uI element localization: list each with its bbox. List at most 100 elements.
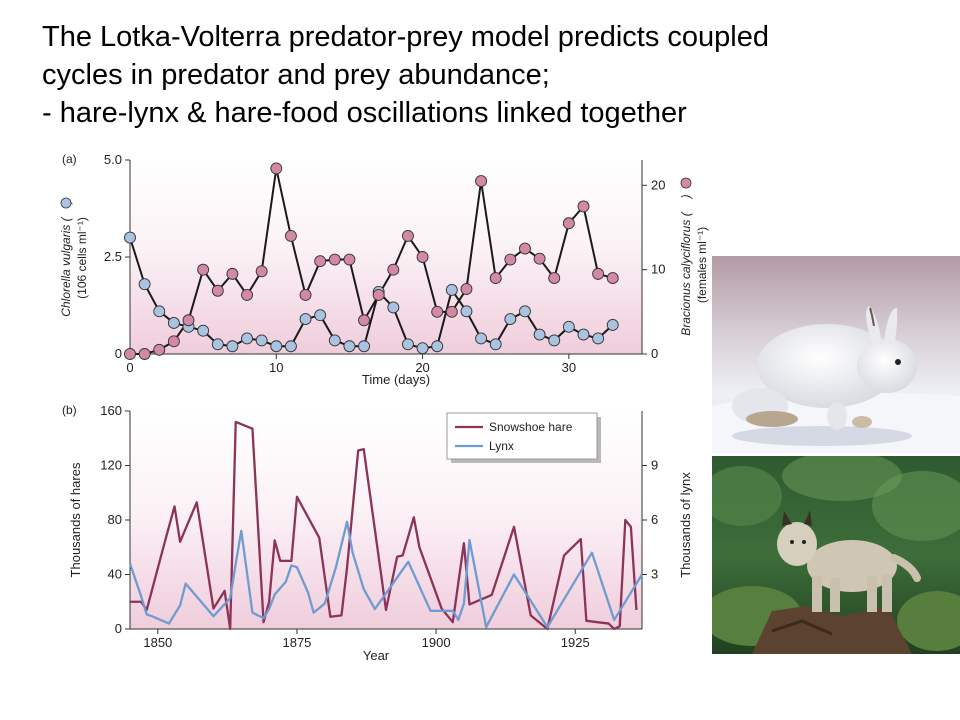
panel-b-x-tick-label: 1875 bbox=[282, 635, 311, 650]
chlorella-point bbox=[475, 332, 488, 345]
bracionus-point bbox=[401, 229, 414, 242]
panel-a-xlabel: Time (days) bbox=[362, 372, 430, 387]
panel-a-x-tick-label: 30 bbox=[562, 360, 576, 375]
chlorella-point bbox=[504, 313, 517, 326]
panel-a-background bbox=[130, 160, 642, 354]
panel-b-x-tick-label: 1925 bbox=[561, 635, 590, 650]
chlorella-point bbox=[314, 309, 327, 322]
chlorella-label-start: Chlorella vulgaris ( bbox=[59, 215, 73, 316]
chlorella-point bbox=[592, 332, 605, 345]
bracionus-point bbox=[387, 263, 400, 276]
chlorella-point bbox=[226, 340, 239, 353]
bracionus-point bbox=[548, 272, 561, 285]
panel-a: (a) 0 10 20 30 0 2.5 5.0 0 10 20 Time (days) Chlo… bbox=[59, 152, 709, 387]
bracionus-point bbox=[562, 217, 575, 230]
chlorella-point bbox=[211, 338, 224, 351]
panel-b-right-tick-label: 6 bbox=[651, 512, 658, 527]
bracionus-units: (females ml⁻¹) bbox=[695, 227, 709, 303]
chlorella-point bbox=[533, 328, 546, 341]
bracionus-point bbox=[606, 272, 619, 285]
bracionus-point bbox=[255, 265, 268, 278]
legend-lynx-label: Lynx bbox=[489, 439, 514, 453]
bracionus-point bbox=[445, 305, 458, 318]
chlorella-point bbox=[167, 317, 180, 329]
bracionus-point bbox=[270, 162, 283, 175]
panel-a-x-tick-label: 20 bbox=[415, 360, 429, 375]
chlorella-point bbox=[197, 324, 210, 337]
svg-text:Bracionus calyciflorus (): Bracionus calyciflorus () bbox=[679, 194, 693, 335]
chlorella-point bbox=[489, 338, 502, 351]
panel-a-left-tick-label: 0 bbox=[115, 346, 122, 361]
chlorella-point bbox=[343, 340, 356, 353]
panel-a-x-tick-label: 10 bbox=[269, 360, 283, 375]
panel-b-right-ylabel: Thousands of lynx bbox=[678, 472, 693, 578]
panel-a-left-ylabel: Chlorella vulgaris () (106 cells ml⁻¹) bbox=[59, 199, 89, 316]
panel-b-x-tick-label: 1900 bbox=[422, 635, 451, 650]
bracionus-point bbox=[241, 289, 253, 301]
chlorella-point bbox=[401, 338, 414, 351]
bracionus-point bbox=[592, 267, 605, 280]
chlorella-point bbox=[577, 328, 590, 341]
legend-box bbox=[446, 412, 598, 460]
bracionus-point bbox=[124, 348, 136, 360]
panel-a-right-tick-label: 10 bbox=[651, 262, 665, 277]
bracionus-point bbox=[489, 272, 502, 285]
bracionus-label-end: ) bbox=[679, 194, 693, 200]
chlorella-point bbox=[548, 334, 561, 347]
chlorella-point bbox=[328, 334, 341, 347]
bracionus-point bbox=[504, 253, 517, 266]
lynx-illustration bbox=[712, 456, 960, 654]
chlorella-series-line bbox=[129, 237, 614, 350]
panel-b-left-tick-label: 40 bbox=[108, 567, 122, 582]
svg-text:Chlorella vulgaris (): Chlorella vulgaris () bbox=[59, 199, 73, 316]
chlorella-point bbox=[241, 332, 253, 345]
panel-a-right-tick-label: 20 bbox=[651, 177, 665, 192]
bracionus-series-line bbox=[130, 168, 614, 355]
lynx-photo bbox=[712, 456, 960, 654]
panel-a-ticks: 0 10 20 30 0 2.5 5.0 0 10 20 bbox=[104, 152, 666, 375]
chlorella-point bbox=[358, 340, 371, 353]
panel-b-left-tick-label: 120 bbox=[100, 458, 122, 473]
bracionus-point bbox=[519, 242, 531, 255]
panel-b-left-tick-label: 160 bbox=[100, 403, 122, 418]
chlorella-point bbox=[270, 340, 283, 353]
chlorella-point bbox=[255, 334, 268, 347]
snowshoe-hare-illustration bbox=[712, 256, 960, 453]
chlorella-point bbox=[153, 305, 166, 318]
bracionus-point bbox=[182, 314, 195, 327]
chlorella-point bbox=[138, 278, 151, 291]
title-line-3: - hare-lynx & hare-food oscillations lin… bbox=[42, 97, 687, 129]
chlorella-point bbox=[562, 320, 575, 333]
chlorella-point bbox=[299, 313, 312, 326]
panel-a-right-tick-label: 0 bbox=[651, 346, 658, 361]
bracionus-point bbox=[299, 289, 312, 301]
panel-b-left-tick-label: 0 bbox=[115, 621, 122, 636]
chlorella-point bbox=[431, 340, 444, 353]
chlorella-point bbox=[387, 301, 400, 314]
bracionus-point bbox=[460, 283, 473, 296]
bracionus-point bbox=[138, 348, 151, 360]
snowshoe-hare-series-line bbox=[130, 420, 638, 631]
chlorella-point bbox=[445, 284, 458, 296]
panel-b-left-ylabel: Thousands of hares bbox=[68, 462, 83, 577]
chlorella-point bbox=[519, 305, 531, 318]
panel-a-left-tick-label: 2.5 bbox=[104, 249, 122, 264]
panel-a-x-tick-label: 0 bbox=[126, 360, 133, 375]
panel-b-label: (b) bbox=[62, 403, 77, 417]
panel-b-x-tick-label: 1850 bbox=[143, 635, 172, 650]
bracionus-point bbox=[226, 267, 239, 280]
bracionus-point bbox=[577, 200, 590, 213]
chlorella-point bbox=[460, 305, 473, 318]
panel-a-left-tick-label: 5.0 bbox=[104, 152, 122, 167]
bracionus-point bbox=[533, 252, 546, 265]
bracionus-point bbox=[167, 335, 180, 348]
panel-b-right-tick-label: 3 bbox=[651, 567, 658, 582]
title-line-1: The Lotka-Volterra predator-prey model p… bbox=[42, 21, 769, 53]
bracionus-point bbox=[416, 251, 429, 263]
chlorella-point bbox=[606, 318, 619, 331]
bracionus-point bbox=[343, 253, 356, 266]
bracionus-point bbox=[372, 289, 385, 301]
bracionus-label-start: Bracionus calyciflorus ( bbox=[679, 210, 693, 335]
